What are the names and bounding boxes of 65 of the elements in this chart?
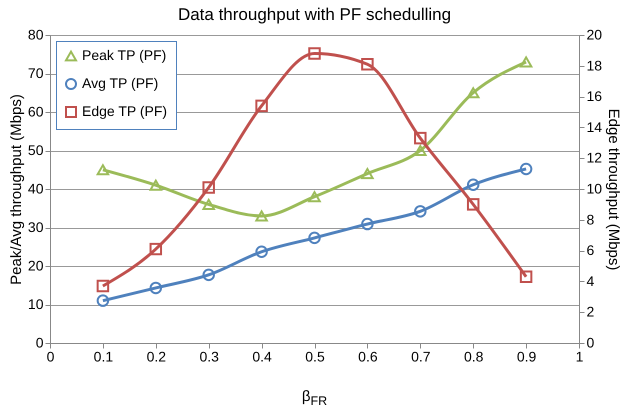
point [520, 162, 532, 176]
y2-tick-label: 6 [586, 242, 594, 258]
y-tick-label: 70 [28, 65, 44, 81]
point [96, 294, 110, 307]
legend-label: Peak TP (PF) [82, 47, 166, 63]
x-tick-label: 0.4 [252, 348, 272, 364]
x-tick-label: 0.3 [199, 348, 220, 364]
y2-tick-label: 16 [586, 88, 602, 104]
legend-label: Avg TP (PF) [82, 75, 158, 91]
x-tick-label: 0.5 [305, 348, 325, 364]
point [361, 58, 374, 71]
x-tick-label: 0.2 [146, 348, 166, 364]
point [308, 47, 321, 60]
y-tick-label: 40 [28, 180, 44, 196]
y2-tick-label: 8 [586, 211, 594, 228]
point [255, 100, 268, 112]
point [361, 168, 374, 180]
point [150, 180, 162, 191]
y2-tick-label: 14 [586, 118, 602, 135]
y-tick-label: 30 [28, 219, 44, 235]
x-tick-label: 0.9 [516, 348, 537, 364]
y-tick-label: 50 [28, 142, 44, 158]
point [466, 198, 480, 211]
y2-axis-title: Edge throughput (Mbps) [605, 108, 622, 270]
x-tick-label: 0.8 [464, 348, 484, 364]
point [96, 280, 110, 292]
point [466, 178, 480, 191]
point [466, 87, 480, 98]
point [414, 205, 427, 218]
x-axis-title: β$_{FR}$ [300, 388, 328, 408]
y-tick-label: 10 [28, 296, 44, 312]
point [308, 191, 321, 202]
point [255, 246, 268, 258]
x-tick-label: 0.1 [94, 348, 114, 364]
point [520, 270, 532, 284]
y-tick-label: 80 [28, 26, 44, 42]
y2-tick-label: 4 [586, 272, 594, 289]
x-tick-label: 1 [576, 348, 584, 364]
y2-tick-label: 12 [586, 150, 602, 166]
y2-tick-label: 0 [586, 334, 594, 350]
y-tick-label: 60 [28, 104, 44, 120]
point [96, 164, 110, 176]
y-tick-label: 0 [36, 334, 44, 350]
y2-tick-label: 20 [586, 26, 602, 42]
point [202, 198, 215, 210]
point [414, 144, 427, 156]
y2-tick-label: 10 [586, 180, 602, 196]
x-tick-label: 0.7 [411, 348, 431, 364]
point [202, 181, 215, 194]
x-tick-label: 0.6 [358, 348, 378, 364]
point [308, 232, 321, 244]
y2-tick-label: 18 [586, 57, 602, 74]
point [150, 242, 162, 256]
x-tick-label: 0 [46, 348, 55, 364]
point [414, 132, 427, 144]
y-tick-label: 20 [28, 258, 44, 274]
chart-title: Data throughput with PF schedulling [178, 5, 452, 24]
point [520, 56, 532, 68]
point [255, 210, 268, 222]
legend-label: Edge TP (PF) [82, 103, 168, 119]
point [150, 282, 162, 294]
y2-tick-label: 2 [586, 304, 594, 320]
point [361, 218, 374, 230]
point [202, 268, 215, 282]
y-axis-title: Peak/Avg throughput (Mbps) [8, 94, 25, 285]
